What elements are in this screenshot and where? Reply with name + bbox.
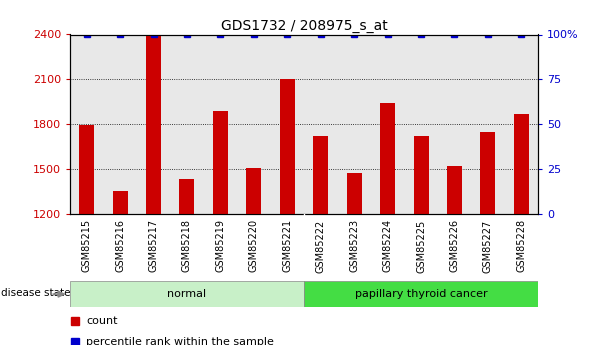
Bar bbox=[313, 136, 328, 214]
Text: count: count bbox=[86, 316, 118, 326]
Bar bbox=[246, 168, 261, 214]
Text: GSM85225: GSM85225 bbox=[416, 219, 426, 273]
Bar bbox=[480, 132, 496, 214]
Bar bbox=[179, 179, 195, 214]
Text: GSM85222: GSM85222 bbox=[316, 219, 326, 273]
Bar bbox=[213, 111, 228, 214]
Text: GSM85217: GSM85217 bbox=[148, 219, 159, 273]
Bar bbox=[413, 136, 429, 214]
Text: normal: normal bbox=[167, 289, 207, 299]
Bar bbox=[514, 114, 529, 214]
Bar bbox=[280, 79, 295, 214]
Bar bbox=[146, 34, 161, 214]
Text: papillary thyroid cancer: papillary thyroid cancer bbox=[354, 289, 488, 299]
Text: GSM85224: GSM85224 bbox=[382, 219, 393, 273]
Bar bbox=[79, 125, 94, 214]
Title: GDS1732 / 208975_s_at: GDS1732 / 208975_s_at bbox=[221, 19, 387, 33]
Text: GSM85221: GSM85221 bbox=[282, 219, 292, 273]
Text: GSM85220: GSM85220 bbox=[249, 219, 259, 273]
Text: GSM85218: GSM85218 bbox=[182, 219, 192, 272]
Bar bbox=[347, 173, 362, 214]
Text: GSM85215: GSM85215 bbox=[81, 219, 92, 273]
FancyBboxPatch shape bbox=[304, 281, 538, 307]
Text: GSM85219: GSM85219 bbox=[215, 219, 226, 272]
Bar bbox=[380, 103, 395, 214]
Text: disease state: disease state bbox=[1, 288, 71, 298]
Text: GSM85216: GSM85216 bbox=[115, 219, 125, 272]
Text: GSM85226: GSM85226 bbox=[449, 219, 460, 273]
Text: GSM85227: GSM85227 bbox=[483, 219, 493, 273]
Text: percentile rank within the sample: percentile rank within the sample bbox=[86, 337, 274, 345]
Text: GSM85223: GSM85223 bbox=[349, 219, 359, 273]
Text: GSM85228: GSM85228 bbox=[516, 219, 527, 273]
Bar bbox=[447, 166, 462, 214]
FancyBboxPatch shape bbox=[70, 281, 304, 307]
Bar bbox=[112, 191, 128, 214]
